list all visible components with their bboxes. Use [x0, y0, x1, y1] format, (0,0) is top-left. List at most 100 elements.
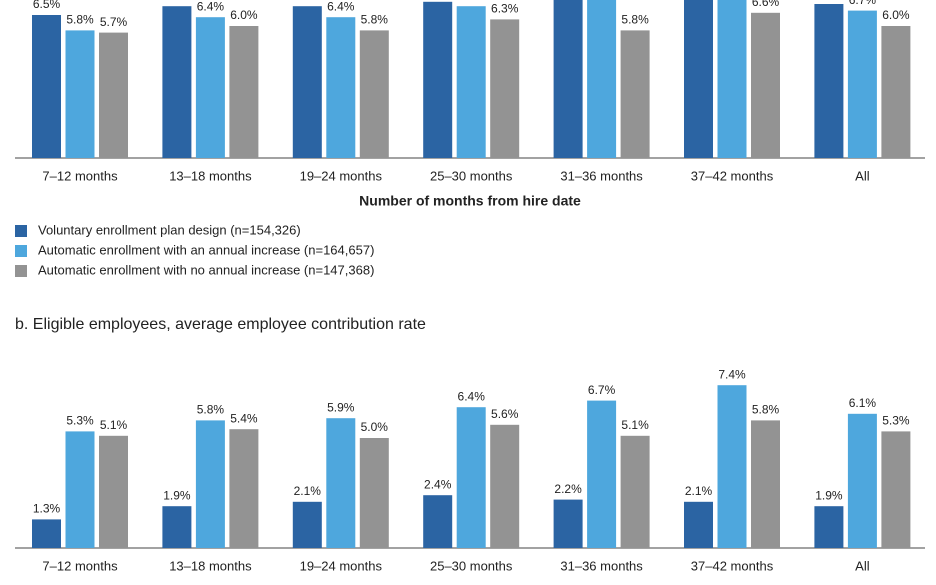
value-label: 6.4%	[327, 0, 355, 13]
value-label: 5.1%	[621, 418, 649, 432]
x-tick-label: 25–30 months	[430, 558, 513, 573]
bar	[814, 506, 843, 548]
value-label: 6.5%	[33, 0, 61, 11]
bar	[293, 6, 322, 158]
x-tick-label: 37–42 months	[691, 558, 774, 573]
bar	[162, 506, 191, 548]
bar	[718, 0, 747, 158]
value-label: 5.1%	[100, 418, 128, 432]
bar	[293, 502, 322, 548]
x-tick-label: 31–36 months	[560, 168, 643, 183]
bar	[360, 30, 389, 158]
bar	[326, 17, 355, 158]
bar	[814, 4, 843, 158]
bar	[229, 429, 258, 548]
bar	[99, 33, 128, 158]
value-label: 5.4%	[230, 411, 258, 425]
value-label: 5.7%	[100, 15, 128, 29]
bar	[621, 30, 650, 158]
bar	[66, 431, 95, 548]
value-label: 6.9%	[163, 0, 191, 2]
bar	[684, 0, 713, 158]
value-label: 5.9%	[327, 400, 355, 414]
x-tick-label: 31–36 months	[560, 558, 643, 573]
bar	[554, 0, 583, 158]
legend-label: Automatic enrollment with no annual incr…	[38, 262, 374, 277]
value-label: 6.0%	[230, 8, 258, 22]
value-label: 2.2%	[554, 482, 582, 496]
bar	[490, 425, 519, 548]
x-tick-label: 19–24 months	[300, 168, 383, 183]
value-label: 6.7%	[849, 0, 877, 7]
legend-swatch	[15, 225, 27, 237]
bar	[229, 26, 258, 158]
value-label: 6.0%	[882, 8, 910, 22]
x-tick-label: 37–42 months	[691, 168, 774, 183]
value-label: 5.8%	[752, 403, 780, 417]
x-tick-label: 19–24 months	[300, 558, 383, 573]
x-tick-label: 25–30 months	[430, 168, 513, 183]
x-tick-label: All	[855, 558, 870, 573]
bar	[621, 436, 650, 548]
legend-swatch	[15, 245, 27, 257]
value-label: 6.7%	[588, 383, 616, 397]
bar	[32, 15, 61, 158]
legend-label: Automatic enrollment with an annual incr…	[38, 242, 374, 257]
bar	[196, 420, 225, 548]
value-label: 6.9%	[294, 0, 322, 2]
x-tick-label: 7–12 months	[42, 558, 118, 573]
bar	[423, 2, 452, 158]
bar	[360, 438, 389, 548]
value-label: 5.6%	[491, 407, 519, 421]
bar	[881, 26, 910, 158]
value-label: 1.9%	[163, 488, 191, 502]
legend-label: Voluntary enrollment plan design (n=154,…	[38, 222, 301, 237]
value-label: 5.3%	[66, 414, 94, 428]
value-label: 6.4%	[197, 0, 225, 13]
bar	[99, 436, 128, 548]
value-label: 5.8%	[361, 13, 389, 27]
bar	[490, 19, 519, 158]
bar	[881, 431, 910, 548]
bar	[457, 407, 486, 548]
value-label: 2.1%	[294, 484, 322, 498]
value-label: 6.1%	[849, 396, 877, 410]
value-label: 5.3%	[882, 414, 910, 428]
bar	[684, 502, 713, 548]
value-label: 5.0%	[361, 420, 389, 434]
bar	[326, 418, 355, 548]
bar	[554, 500, 583, 548]
bar	[751, 13, 780, 158]
bar	[587, 401, 616, 548]
bar	[162, 6, 191, 158]
bar	[718, 385, 747, 548]
legend-swatch	[15, 265, 27, 277]
value-label: 6.6%	[752, 0, 780, 9]
bar	[848, 414, 877, 548]
value-label: 5.8%	[621, 13, 649, 27]
value-label: 2.1%	[685, 484, 713, 498]
value-label: 1.3%	[33, 502, 61, 516]
value-label: 6.9%	[458, 0, 486, 2]
value-label: 5.8%	[197, 403, 225, 417]
value-label: 5.8%	[66, 13, 94, 27]
value-label: 6.4%	[458, 389, 486, 403]
bar	[66, 30, 95, 158]
bar	[196, 17, 225, 158]
x-tick-label: 13–18 months	[169, 558, 252, 573]
x-tick-label: 13–18 months	[169, 168, 252, 183]
bar	[848, 11, 877, 158]
chart-title: b. Eligible employees, average employee …	[15, 316, 426, 333]
x-tick-label: All	[855, 168, 870, 183]
x-axis-label: Number of months from hire date	[359, 193, 581, 209]
bar	[751, 420, 780, 548]
value-label: 6.3%	[491, 2, 519, 16]
x-tick-label: 7–12 months	[42, 168, 118, 183]
value-label: 1.9%	[815, 488, 843, 502]
bar	[457, 6, 486, 158]
value-label: 7.4%	[718, 367, 746, 381]
bar	[32, 519, 61, 548]
bar	[423, 495, 452, 548]
value-label: 2.4%	[424, 477, 452, 491]
